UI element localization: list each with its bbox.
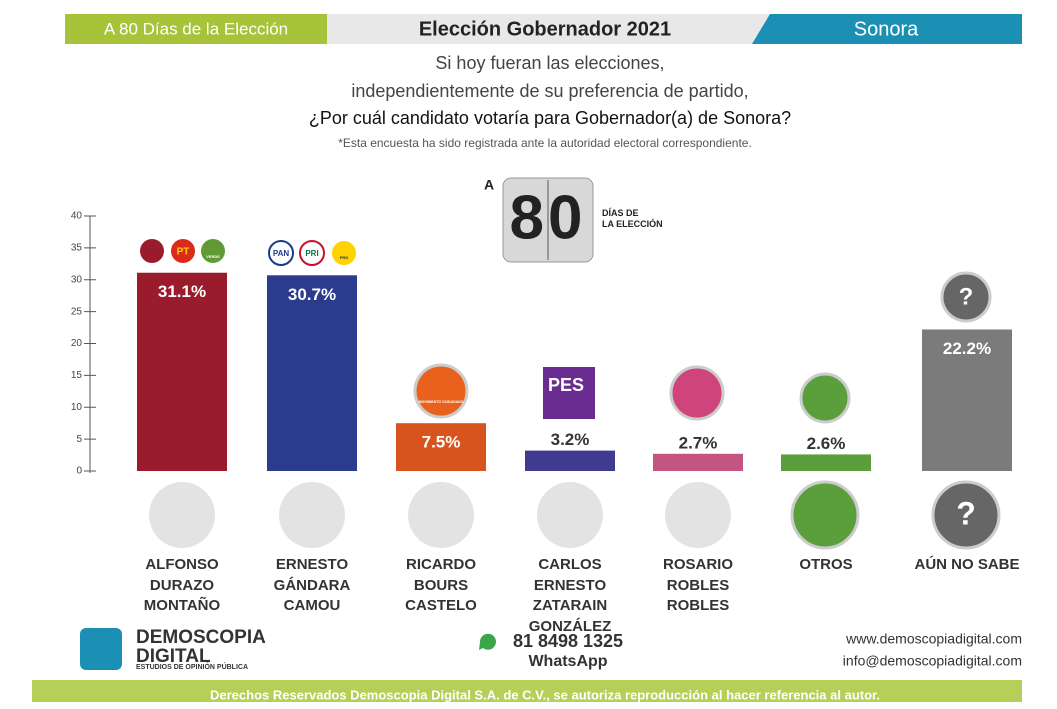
web: www.demoscopiadigital.com — [845, 631, 1022, 647]
y-tick-label: 5 — [76, 434, 82, 445]
bar — [922, 329, 1012, 471]
logo-text: PAN — [273, 249, 290, 258]
question-line: ¿Por cuál candidato votaría para Goberna… — [309, 108, 791, 128]
logos: PT VERDE PAN PRI PRD MOVIMIENTO CIUDADAN… — [140, 239, 992, 424]
whatsapp-icon — [479, 633, 496, 650]
logo-text: VERDE — [206, 254, 220, 259]
phone: 81 8498 1325 — [513, 631, 623, 651]
logo-mc — [413, 363, 469, 419]
header-right: Sonora — [854, 18, 919, 40]
y-tick-label: 20 — [71, 338, 83, 349]
header-right-bg — [752, 14, 1022, 44]
counter-number: 80 — [510, 183, 587, 252]
logo-verde — [201, 239, 225, 263]
y-tick-label: 25 — [71, 306, 83, 317]
value-label: 3.2% — [551, 430, 590, 449]
bar — [781, 454, 871, 471]
brand: DEMOSCOPIA DIGITAL — [136, 627, 266, 667]
header-left: A 80 Días de la Elección — [104, 19, 288, 38]
photo — [279, 482, 345, 548]
logo-text: PT — [177, 247, 190, 258]
logo-unknown — [940, 271, 992, 323]
email: info@demoscopiadigital.com — [843, 653, 1022, 669]
brand-logo — [80, 628, 122, 670]
y-tick-label: 35 — [71, 243, 83, 254]
header-center-bg — [327, 14, 777, 44]
logo-prd — [332, 241, 356, 265]
logo-pes — [543, 367, 595, 419]
y-tick-label: 15 — [71, 370, 83, 381]
logo-morena-alt — [669, 365, 725, 421]
x-tick-label: AÚN NO SABE — [914, 556, 1020, 573]
question-line: independientemente de su preferencia de … — [351, 81, 748, 101]
counter-prefix: A — [484, 177, 494, 193]
logo-pan — [268, 240, 294, 266]
question-mark: ? — [959, 283, 974, 310]
rights: Derechos Reservados Demoscopia Digital S… — [210, 687, 880, 702]
logo-text: PRI — [305, 249, 318, 258]
bar — [267, 275, 357, 471]
y-tick-label: 40 — [71, 211, 83, 222]
x-tick-label: ERNESTO GÁNDARA CAMOU — [273, 556, 351, 614]
photo — [790, 480, 860, 550]
value-label: 31.1% — [158, 282, 206, 301]
y-tick-label: 10 — [71, 402, 83, 413]
photo — [931, 480, 1001, 550]
value-label: 30.7% — [288, 285, 336, 304]
logo-otros — [799, 372, 851, 424]
x-tick-label: ALFONSO DURAZO MONTAÑO — [143, 556, 221, 614]
value-label: 2.6% — [807, 434, 846, 453]
logo-pt — [171, 239, 195, 263]
question-line: Si hoy fueran las elecciones, — [435, 53, 664, 73]
photo — [665, 482, 731, 548]
photo — [149, 482, 215, 548]
bar — [137, 272, 227, 471]
counter-suffix: DÍAS DE LA ELECCIÓN — [602, 208, 663, 229]
logo-morena — [140, 239, 164, 263]
logo-text: PRD — [340, 255, 349, 260]
bar — [396, 423, 486, 471]
tagline: ESTUDIOS DE OPINIÓN PÚBLICA — [136, 664, 249, 671]
whatsapp: WhatsApp — [528, 653, 607, 670]
photo — [408, 482, 474, 548]
footer-bar — [32, 680, 1022, 702]
photo — [537, 482, 603, 548]
question-mark: ? — [956, 495, 976, 531]
y-tick-label: 0 — [76, 466, 82, 477]
x-tick-label: OTROS — [799, 556, 853, 573]
logo-text: PES — [548, 375, 584, 395]
value-label: 7.5% — [422, 433, 461, 452]
logo-pri — [299, 240, 325, 266]
bar — [525, 450, 615, 471]
x-tick-label: CARLOS ERNESTO ZATARAIN GONZÁLEZ — [528, 556, 612, 635]
logo-text: MOVIMIENTO CIUDADANO — [419, 400, 464, 404]
header-center: Elección Gobernador 2021 — [419, 18, 671, 40]
value-label: 2.7% — [679, 433, 718, 452]
x-tick-label: ROSARIO ROBLES ROBLES — [662, 556, 733, 614]
header-left-bg — [65, 14, 327, 44]
y-tick-label: 30 — [71, 274, 83, 285]
value-label: 22.2% — [943, 339, 991, 358]
photos: ? — [149, 480, 1001, 550]
x-tick-label: RICARDO BOURS CASTELO — [405, 556, 477, 614]
bar — [653, 453, 743, 471]
note: *Esta encuesta ha sido registrada ante l… — [338, 136, 752, 150]
